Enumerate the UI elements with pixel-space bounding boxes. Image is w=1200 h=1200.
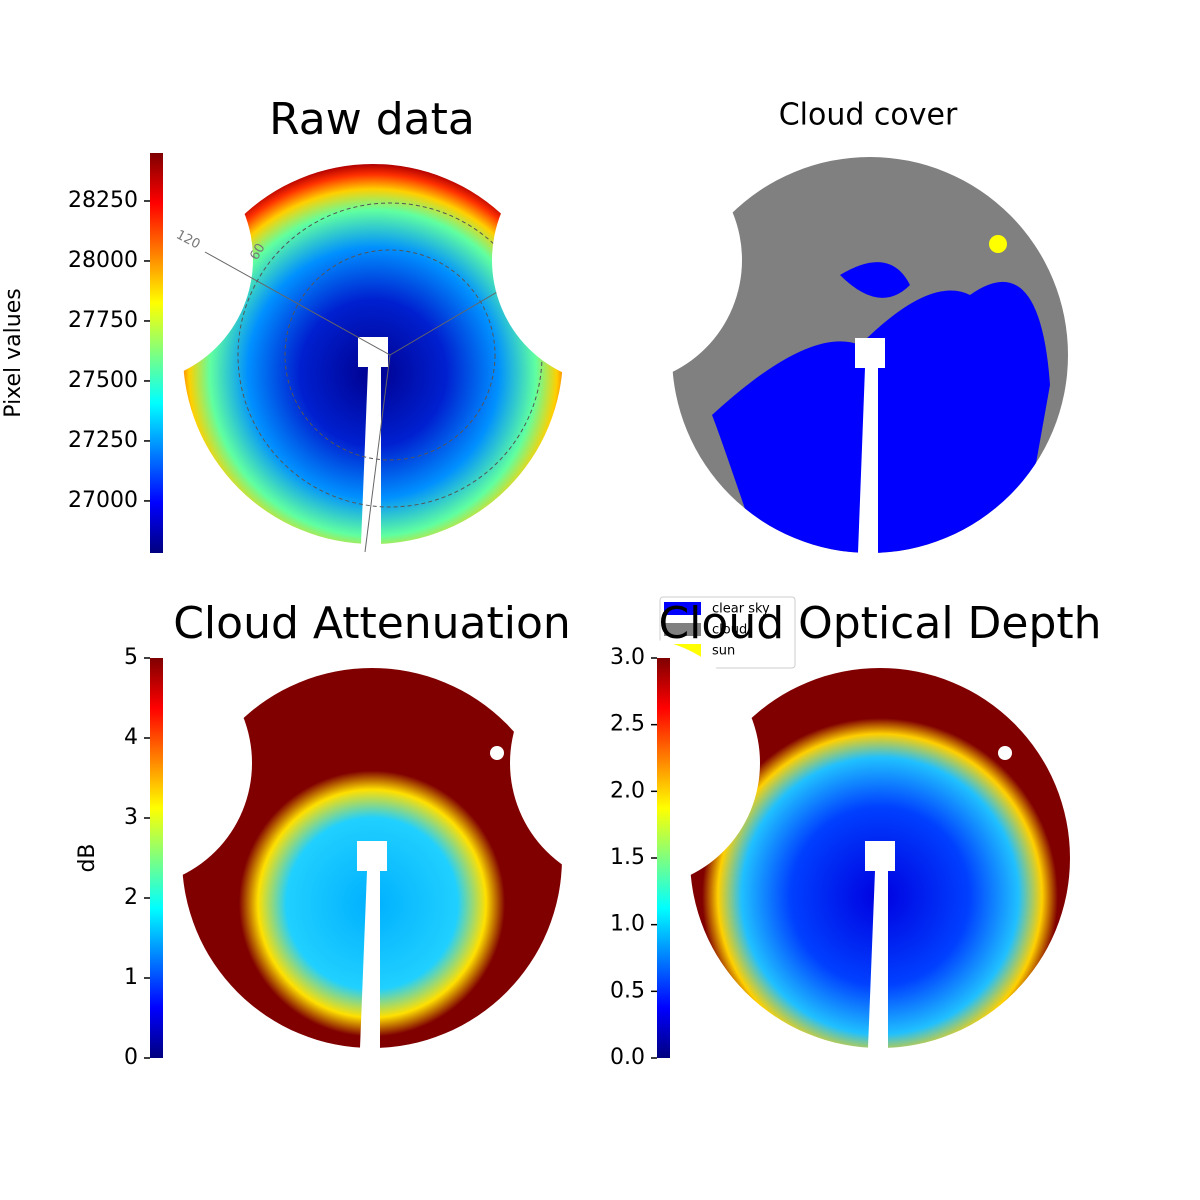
colorbar-tick-label: 28000 — [68, 248, 138, 273]
grid-circle — [284, 249, 496, 461]
colorbar-tick-label: 0 — [124, 1045, 138, 1070]
colorbar-tick-label: 28250 — [68, 188, 138, 213]
azimuth-label: 60 — [247, 241, 268, 263]
sky-image — [510, 638, 1070, 1048]
colorbar-tick-label: 27750 — [68, 308, 138, 333]
horizon-mask — [492, 135, 742, 385]
colorbar-tick-label: 0.0 — [610, 1045, 645, 1070]
colorbar-tick-label: 5 — [124, 645, 138, 670]
mast — [357, 841, 387, 1048]
colorbar-tick-label: 1.0 — [610, 912, 645, 937]
colorbar — [150, 658, 163, 1058]
sky-image — [492, 135, 1068, 553]
azimuth-line — [204, 251, 391, 356]
mast — [358, 337, 388, 544]
colorbar-tick-label: 1 — [124, 965, 138, 990]
sun-region — [989, 235, 1007, 253]
panel-title: Cloud Attenuation — [173, 598, 571, 649]
colorbar-tick-label: 2 — [124, 885, 138, 910]
horizon-mask — [3, 134, 253, 384]
colorbar-tick-label: 3 — [124, 805, 138, 830]
clear-region — [840, 262, 910, 298]
clear-region — [712, 281, 1050, 553]
colorbar-tick-label: 27000 — [68, 488, 138, 513]
legend-swatch — [664, 623, 701, 636]
colorbar — [150, 153, 163, 553]
panel-title: Cloud Optical Depth — [658, 598, 1101, 649]
colorbar-tick-label: 4 — [124, 725, 138, 750]
colorbar — [657, 658, 670, 1058]
legend-swatch — [664, 602, 701, 615]
sky-image — [2, 638, 562, 1048]
colorbar-tick-label: 27250 — [68, 428, 138, 453]
azimuth-line — [364, 354, 391, 553]
colorbar-tick-label: 3.0 — [610, 645, 645, 670]
legend-label: cloud — [712, 623, 747, 638]
panel-title: Raw data — [269, 94, 475, 145]
colorbar-tick-label: 0.5 — [610, 978, 645, 1003]
colorbar-tick-label: 2.0 — [610, 778, 645, 803]
colorbar-tick-label: 2.5 — [610, 712, 645, 737]
horizon-mask — [2, 638, 252, 888]
legend-label: sun — [712, 644, 735, 659]
colorbar-label: Pixel values — [1, 288, 26, 417]
colorbar-tick-label: 27500 — [68, 368, 138, 393]
legend-label: clear sky — [712, 602, 770, 617]
sun-mask — [490, 746, 504, 760]
colorbar-tick-label: 1.5 — [610, 845, 645, 870]
mast — [855, 338, 885, 553]
sun-mask — [998, 746, 1012, 760]
colorbar-label: dB — [75, 843, 100, 872]
panel-title: Cloud cover — [779, 98, 958, 133]
horizon-mask — [510, 638, 760, 888]
mast — [865, 841, 895, 1048]
